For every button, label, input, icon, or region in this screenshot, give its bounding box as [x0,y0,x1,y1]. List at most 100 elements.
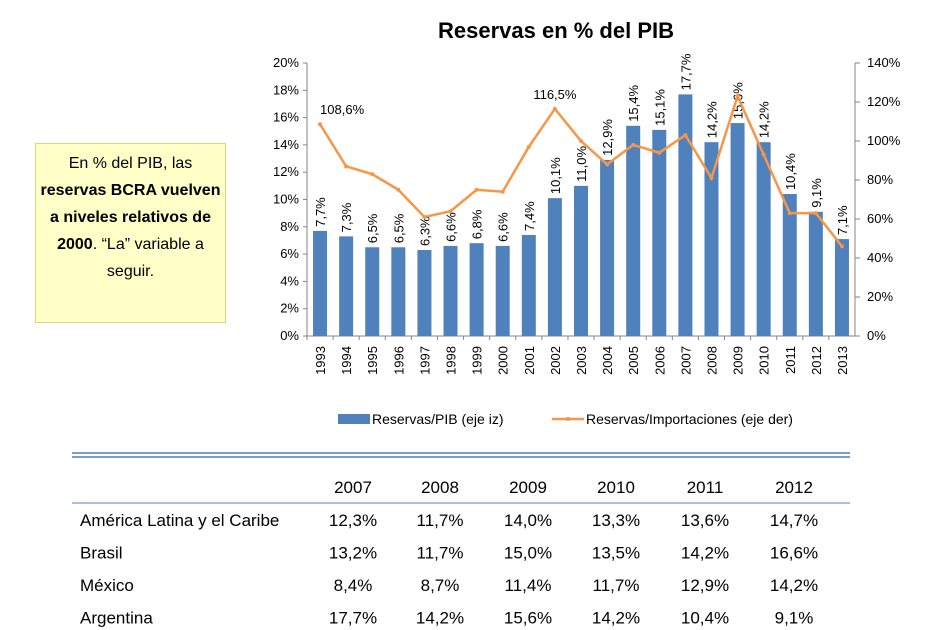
table-row-label: Argentina [80,609,153,628]
table-cell: 13,5% [592,544,640,563]
y2-tick-label: 120% [867,94,901,109]
line-point [526,144,531,149]
bar [443,245,458,336]
y-tick-label: 18% [273,82,299,97]
x-tick-label: 2007 [678,346,693,375]
x-tick-label: 2004 [600,346,615,375]
y2-tick-label: 20% [867,289,893,304]
table-cell: 14,2% [681,544,729,563]
y-tick-label: 0% [280,328,299,343]
table-header: 2011 [687,478,724,497]
line-point [657,150,662,155]
x-tick-label: 2012 [809,346,824,375]
table-cell: 16,6% [770,544,818,563]
bar-value-label: 6,3% [417,216,432,246]
table-cell: 12,9% [681,576,729,595]
x-tick-label: 1998 [444,346,459,375]
x-tick-label: 2001 [522,346,537,375]
table-cell: 13,2% [329,544,377,563]
table-cell: 11,7% [417,511,464,530]
y2-tick-label: 140% [867,55,901,70]
table-cell: 11,7% [417,544,464,563]
bar-value-label: 7,3% [339,202,354,232]
bar [469,243,484,336]
x-tick-label: 1994 [339,346,354,375]
table-row-label: América Latina y el Caribe [80,511,279,530]
line-value-label: 116,5% [533,87,577,102]
bar [313,230,328,336]
y-tick-label: 12% [273,164,299,179]
bar-value-label: 15,4% [626,84,641,121]
bar [547,198,562,336]
y-tick-label: 16% [273,110,299,125]
table-row-label: Brasil [80,544,123,563]
bar-value-label: 6,6% [444,212,459,242]
bar-value-label: 10,1% [548,157,563,194]
x-tick-label: 2010 [757,346,772,375]
bar [365,247,380,336]
table-cell: 17,7% [329,609,377,628]
line-point [579,139,583,143]
table-cell: 8,4% [334,576,373,595]
bar-value-label: 11,0% [574,146,589,182]
x-tick-label: 1995 [365,346,380,375]
table-cell: 9,1% [775,609,814,628]
callout-text: . “La” variable a seguir. [92,236,204,280]
line-point [787,211,792,216]
bar-value-label: 12,9% [600,119,615,156]
bar [808,211,823,336]
legend-label: Reservas/PIB (eje iz) [372,411,503,427]
y2-tick-label: 80% [867,172,893,187]
table-cell: 11,4% [505,576,552,595]
y-tick-label: 20% [273,55,299,70]
bar-value-label: 6,5% [391,213,406,243]
bar [652,129,667,336]
x-tick-label: 1999 [470,346,485,375]
line-point [318,122,323,127]
table-cell: 12,3% [329,511,377,530]
bar [600,159,615,336]
y2-tick-label: 40% [867,250,893,265]
legend-label: Reservas/Importaciones (eje der) [586,411,793,427]
table-header: 2012 [775,478,813,497]
y-tick-label: 6% [280,246,299,261]
bar [834,239,849,336]
y-tick-label: 8% [280,219,299,234]
bar-value-label: 10,4% [783,153,798,190]
bar [626,125,641,336]
line-point [422,215,427,220]
bar [574,185,588,336]
table-cell: 14,0% [504,511,552,530]
bar [391,247,406,336]
bar-value-label: 14,2% [704,101,719,138]
callout: En % del PIB, las reservas BCRA vuelven … [35,143,226,323]
bar-value-label: 17,7% [678,53,693,90]
bar [417,250,432,336]
line-point [839,244,844,249]
x-tick-label: 2005 [626,346,641,375]
legend-swatch [338,414,370,424]
x-tick-label: 2008 [704,346,719,375]
y-tick-label: 14% [273,137,299,152]
bar-value-label: 15,1% [652,89,667,126]
x-tick-label: 1997 [417,346,432,375]
bar [521,234,536,336]
line-point [761,152,766,157]
y-tick-label: 10% [273,192,299,207]
x-tick-label: 2006 [652,346,667,375]
table-cell: 13,3% [592,511,640,530]
chart-title: Reservas en % del PIB [438,18,674,43]
line-point [552,106,557,111]
line-point [448,209,453,214]
bar [756,142,771,336]
bar-value-label: 6,8% [470,209,485,239]
x-tick-label: 1993 [313,346,328,375]
line-point [709,176,714,181]
line-point [683,133,688,138]
x-tick-label: 2000 [496,346,511,375]
bar-value-label: 7,7% [313,197,328,227]
bar-value-label: 6,6% [496,212,511,242]
bar-value-label: 14,2% [757,101,772,138]
x-tick-label: 2011 [783,346,798,374]
